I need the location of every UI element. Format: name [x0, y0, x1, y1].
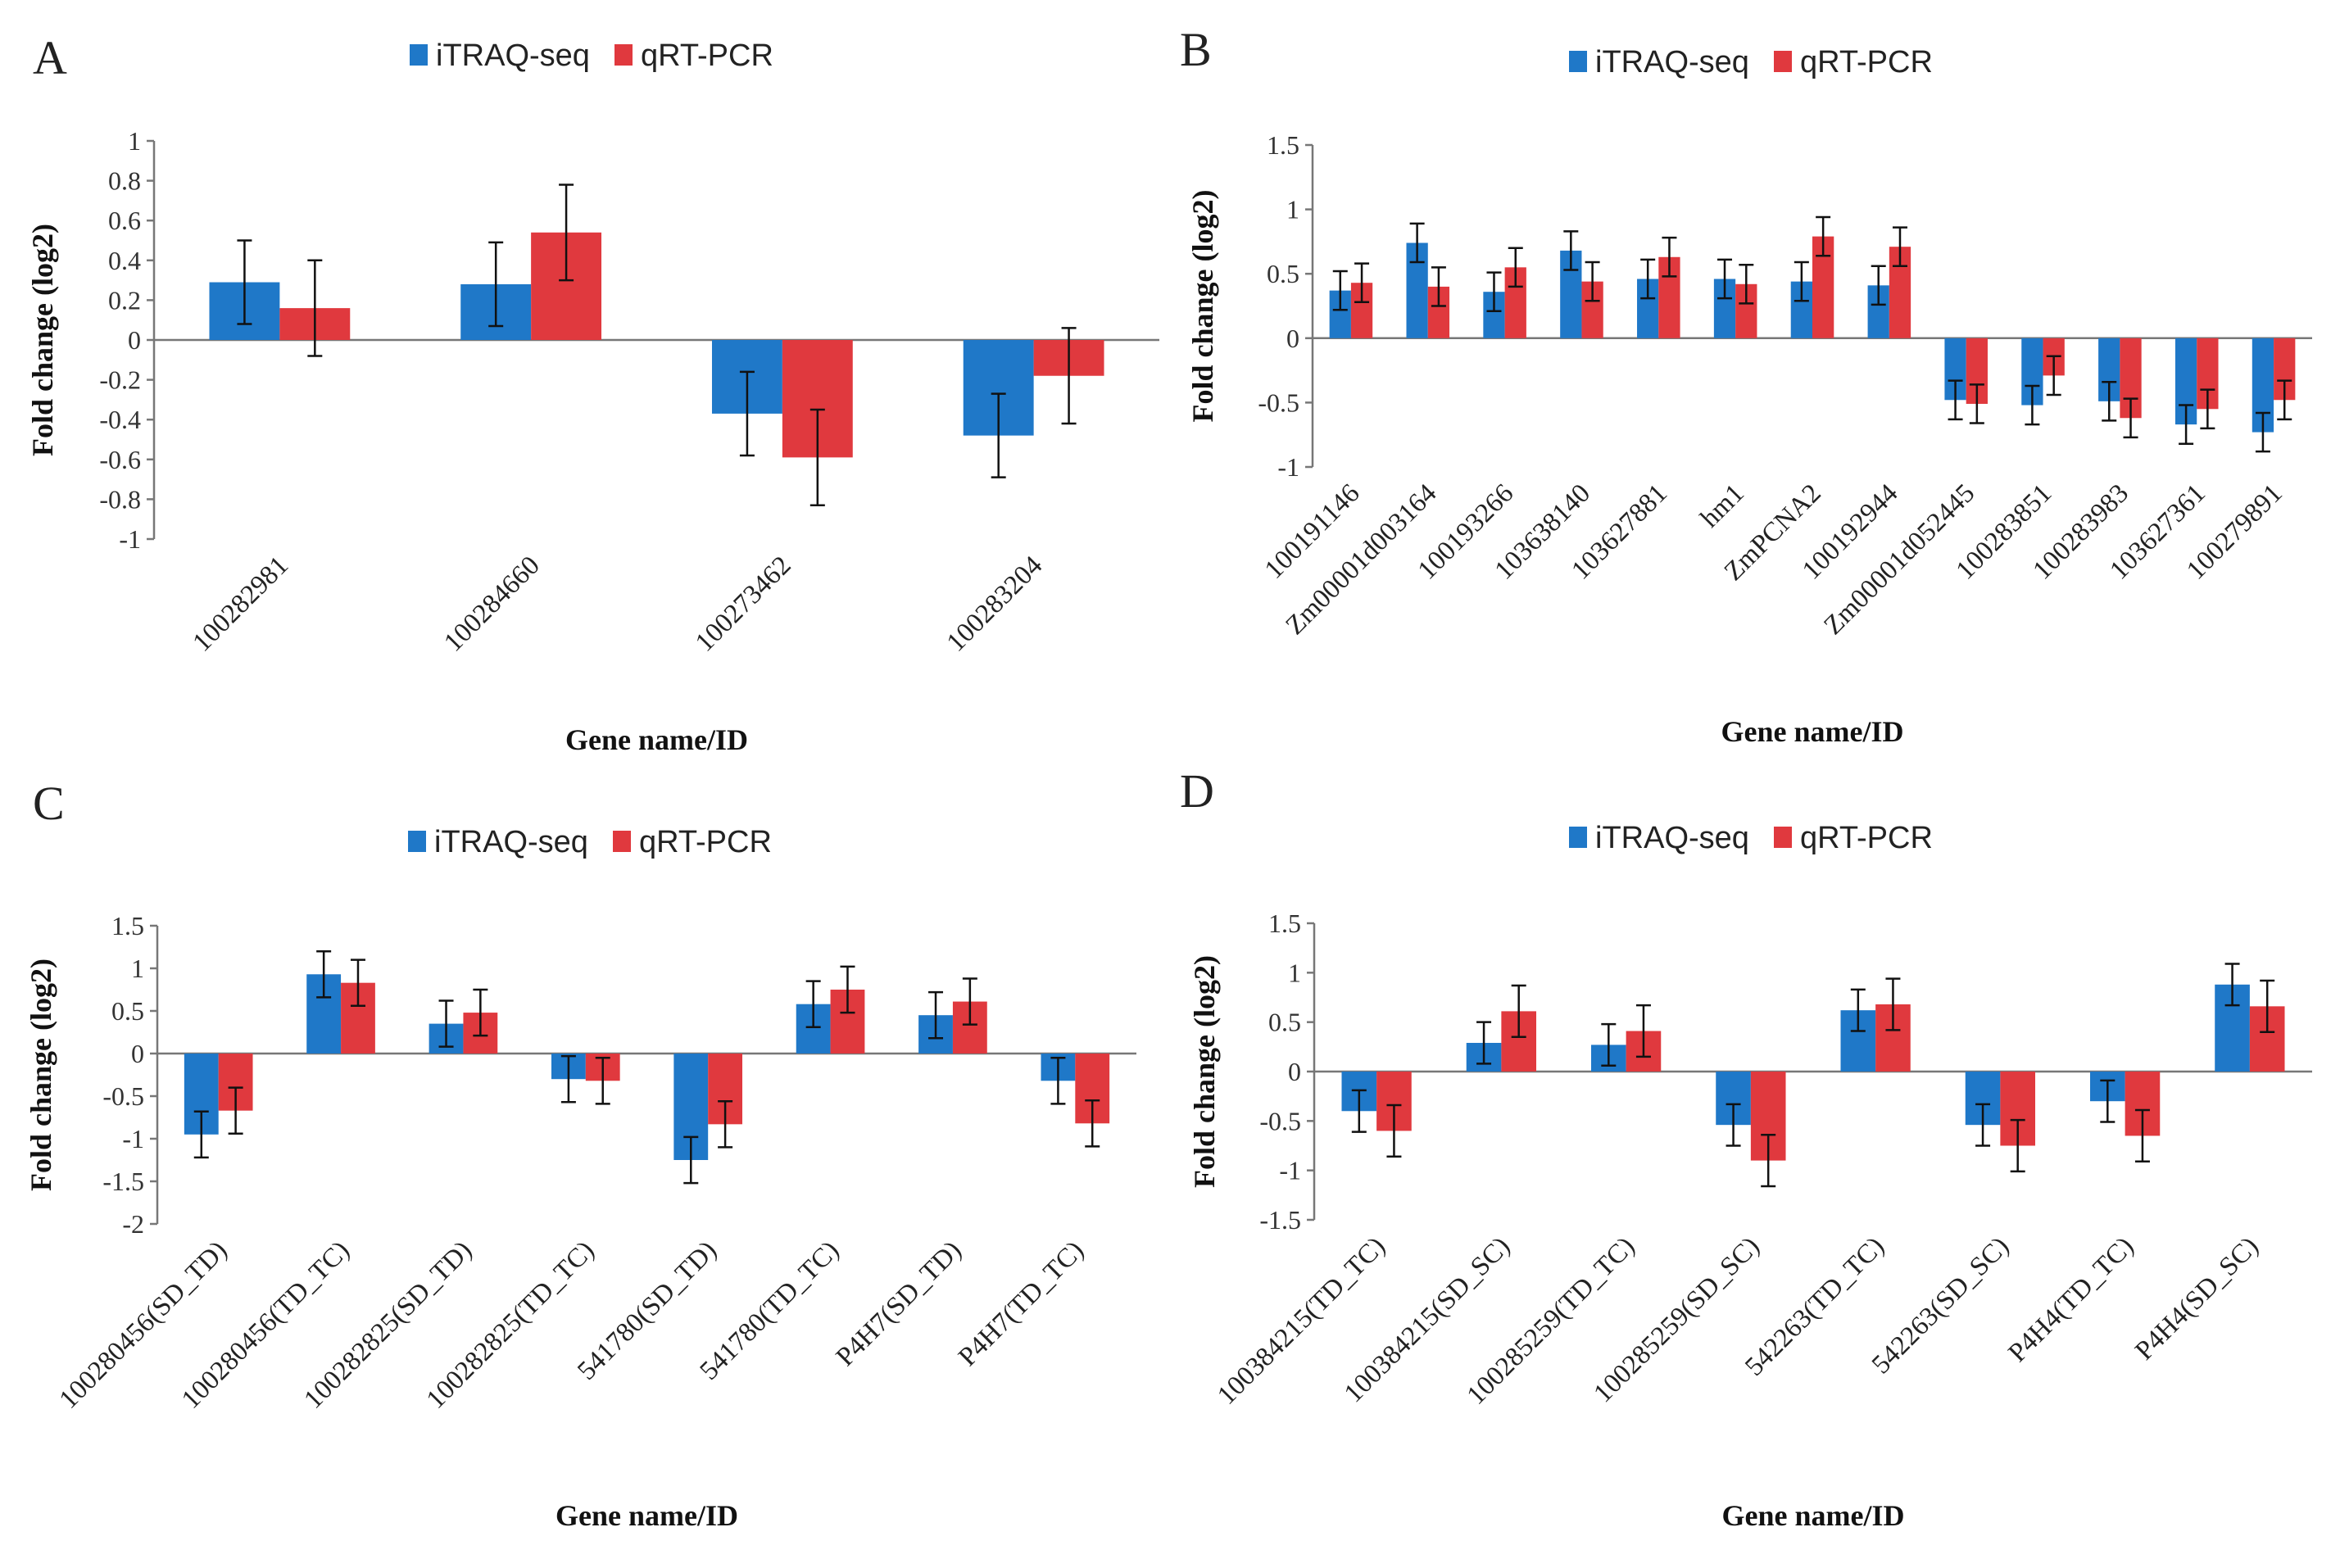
chart-b-y-axis-title: Fold change (log2) — [1186, 190, 1219, 423]
chart-d-y-axis-title: Fold change (log2) — [1188, 955, 1221, 1188]
chart-c-legend: iTRAQ-seq qRT-PCR — [408, 825, 772, 859]
chart-a-y-tick-label: 0.8 — [108, 166, 141, 196]
chart-c-y-tick-label: 1.5 — [111, 911, 144, 940]
chart-a-y-tick-label: -0.6 — [99, 445, 141, 474]
chart-a-y-tick-label: 0 — [128, 325, 141, 355]
chart-d-y-tick-label: 0.5 — [1268, 1008, 1301, 1037]
chart-d-y-tick-label: 1.5 — [1268, 909, 1301, 938]
chart-b-legend-label-qrtpcr: qRT-PCR — [1800, 45, 1933, 79]
chart-c-legend-label-qrtpcr: qRT-PCR — [639, 825, 772, 859]
chart-d-legend-swatch-itraq — [1569, 827, 1587, 848]
chart-c-legend-swatch-qrtpcr — [613, 831, 631, 852]
chart-d-legend-label-qrtpcr: qRT-PCR — [1800, 821, 1933, 855]
chart-b-y-tick-label: 1.5 — [1267, 130, 1299, 160]
chart-c-y-tick-label: 1 — [131, 954, 144, 983]
chart-b-legend: iTRAQ-seq qRT-PCR — [1569, 45, 1933, 79]
chart-c-x-axis-title: Gene name/ID — [556, 1499, 738, 1532]
chart-a-y-tick-label: -1 — [119, 524, 141, 554]
chart-a-x-axis-title: Gene name/ID — [565, 723, 748, 756]
chart-b-legend-swatch-qrtpcr — [1774, 51, 1792, 72]
chart-c-y-tick-label: -1.5 — [102, 1167, 144, 1196]
chart-b-y-tick-label: 0 — [1286, 324, 1299, 353]
chart-c-y-tick-label: 0 — [131, 1039, 144, 1068]
chart-d-legend-swatch-qrtpcr — [1774, 827, 1792, 848]
chart-b-legend-label-itraq: iTRAQ-seq — [1595, 45, 1749, 79]
chart-d-y-tick-label: -1 — [1279, 1156, 1301, 1185]
chart-a-y-tick-label: -0.8 — [99, 484, 141, 514]
chart-a-y-tick-label: -0.4 — [99, 405, 141, 434]
chart-d-y-tick-label: -1.5 — [1259, 1205, 1301, 1235]
chart-a-legend-swatch-itraq — [410, 44, 428, 66]
chart-a-panel-letter: A — [33, 31, 67, 84]
chart-c-legend-swatch-itraq — [408, 831, 426, 852]
chart-b-y-tick-label: -0.5 — [1258, 387, 1299, 417]
chart-d-legend: iTRAQ-seq qRT-PCR — [1569, 821, 1933, 855]
chart-d-y-tick-label: 1 — [1288, 958, 1301, 987]
chart-b-y-tick-label: 0.5 — [1267, 259, 1299, 288]
chart-c-y-tick-label: -1 — [122, 1124, 144, 1153]
chart-a-legend-label-itraq: iTRAQ-seq — [436, 39, 590, 73]
chart-d-panel-letter: D — [1180, 764, 1214, 818]
chart-b-panel-letter: B — [1180, 23, 1212, 76]
chart-d-y-tick-label: -0.5 — [1259, 1106, 1301, 1135]
chart-d-legend-label-itraq: iTRAQ-seq — [1595, 821, 1749, 855]
chart-c-legend-label-itraq: iTRAQ-seq — [434, 825, 588, 859]
chart-a-y-axis-title: Fold change (log2) — [26, 224, 59, 456]
chart-a-y-tick-label: -0.2 — [99, 365, 141, 395]
chart-a-legend-swatch-qrtpcr — [614, 44, 633, 66]
chart-b-y-tick-label: -1 — [1277, 452, 1299, 482]
chart-b-legend-swatch-itraq — [1569, 51, 1587, 72]
chart-c-y-tick-label: -2 — [122, 1209, 144, 1239]
chart-d-y-tick-label: 0 — [1288, 1057, 1301, 1086]
chart-a-y-tick-label: 0.2 — [108, 285, 141, 315]
chart-b-y-tick-label: 1 — [1286, 195, 1299, 224]
chart-b-x-axis-title: Gene name/ID — [1721, 715, 1904, 748]
chart-a-legend: iTRAQ-seq qRT-PCR — [410, 39, 773, 73]
chart-a-y-tick-label: 1 — [128, 126, 141, 156]
chart-c-panel-letter: C — [33, 777, 65, 830]
chart-d-x-axis-title: Gene name/ID — [1722, 1499, 1905, 1532]
chart-a-legend-label-qrtpcr: qRT-PCR — [641, 39, 773, 73]
chart-a-y-tick-label: 0.6 — [108, 206, 141, 235]
chart-c-y-tick-label: -0.5 — [102, 1081, 144, 1111]
chart-a-y-tick-label: 0.4 — [108, 246, 141, 275]
chart-c-y-axis-title: Fold change (log2) — [25, 958, 57, 1191]
chart-c-y-tick-label: 0.5 — [111, 996, 144, 1026]
